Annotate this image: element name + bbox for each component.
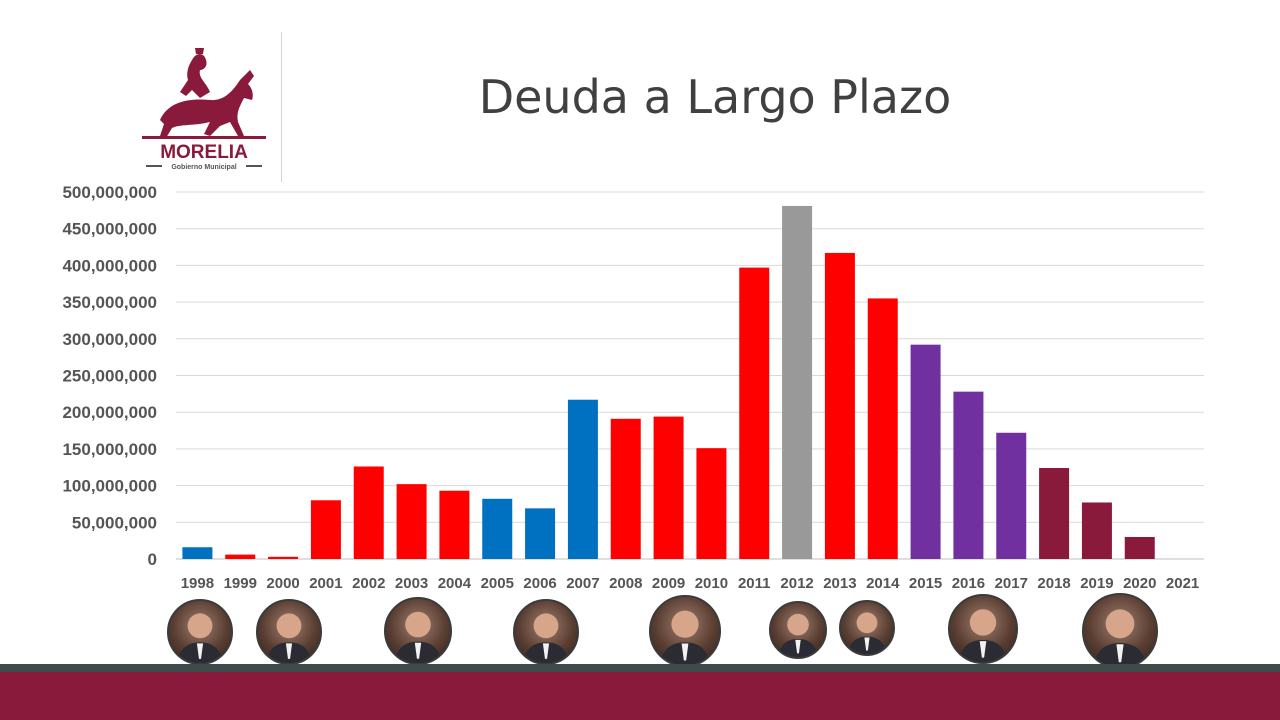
x-tick-label-2012: 2012 xyxy=(780,575,813,592)
x-tick-label-2000: 2000 xyxy=(266,575,299,592)
bar-2001 xyxy=(310,500,341,559)
bar-2006 xyxy=(525,508,556,559)
mayor-portrait-icon xyxy=(513,599,579,665)
person-silhouette-icon xyxy=(1093,609,1147,667)
person-silhouette-icon xyxy=(778,613,818,657)
x-tick-label-2017: 2017 xyxy=(995,575,1028,592)
bar-1999 xyxy=(225,554,256,559)
bar-2008 xyxy=(610,418,641,559)
x-tick-label-2010: 2010 xyxy=(695,575,728,592)
morelia-logo: MORELIA Gobierno Municipal xyxy=(140,40,268,175)
logo-subtitle: Gobierno Municipal xyxy=(171,164,236,171)
person-silhouette-icon xyxy=(394,611,442,663)
footer-band xyxy=(0,672,1280,720)
person-silhouette-icon xyxy=(266,613,312,663)
bar-2003 xyxy=(396,484,427,559)
y-axis-ticks: 0 50,000,000 100,000,000 150,000,000 200,000… xyxy=(62,183,157,569)
bar-2009 xyxy=(653,416,684,559)
y-tick-label: 150,000,000 xyxy=(62,440,157,459)
mayor-portrait-icon xyxy=(167,599,233,665)
debt-bar-chart: 0 50,000,000 100,000,000 150,000,000 200,000… xyxy=(62,183,1204,592)
x-tick-label-2001: 2001 xyxy=(309,575,342,592)
x-tick-label-2014: 2014 xyxy=(866,575,900,592)
mayor-portrait-icon xyxy=(839,600,895,656)
bar-2017 xyxy=(996,432,1027,559)
person-silhouette-icon xyxy=(958,609,1008,662)
page-title: Deuda a Largo Plazo xyxy=(478,70,952,124)
bar-2000 xyxy=(268,556,299,559)
person-silhouette-icon xyxy=(847,612,887,654)
person-silhouette-icon xyxy=(660,610,710,665)
x-tick-label-2011: 2011 xyxy=(738,575,771,592)
x-tick-label-2013: 2013 xyxy=(823,575,856,592)
bar-2016 xyxy=(953,391,984,559)
x-tick-label-2007: 2007 xyxy=(566,575,599,592)
x-tick-label-2006: 2006 xyxy=(523,575,556,592)
grid-lines xyxy=(176,191,1204,560)
x-tick-label-2015: 2015 xyxy=(909,575,942,592)
logo-divider xyxy=(281,32,282,182)
bar-2014 xyxy=(867,298,898,559)
x-tick-label-2005: 2005 xyxy=(481,575,514,592)
x-tick-label-2021: 2021 xyxy=(1166,575,1199,592)
x-tick-label-2002: 2002 xyxy=(352,575,385,592)
mayor-portrait-icon xyxy=(384,597,452,665)
bar-2015 xyxy=(910,344,941,559)
x-tick-label-2018: 2018 xyxy=(1037,575,1070,592)
mayor-portrait-icon xyxy=(1082,593,1158,669)
logo-name: MORELIA xyxy=(160,142,248,163)
y-tick-label: 50,000,000 xyxy=(72,513,157,532)
bar-2002 xyxy=(353,466,384,559)
bar-2007 xyxy=(567,399,598,559)
x-tick-label-2003: 2003 xyxy=(395,575,428,592)
y-tick-label: 500,000,000 xyxy=(62,183,157,202)
x-tick-label-2009: 2009 xyxy=(652,575,685,592)
mayor-portrait-icon xyxy=(649,595,721,667)
y-tick-label: 450,000,000 xyxy=(62,220,157,239)
y-tick-label: 400,000,000 xyxy=(62,256,157,275)
bar-2010 xyxy=(696,448,727,559)
y-tick-label: 0 xyxy=(148,550,157,569)
mayor-portrait-icon xyxy=(948,594,1018,664)
person-silhouette-icon xyxy=(177,613,223,663)
bar-2018 xyxy=(1039,467,1070,559)
x-tick-label-1999: 1999 xyxy=(224,575,257,592)
x-tick-label-2020: 2020 xyxy=(1123,575,1156,592)
bar-2020 xyxy=(1124,536,1155,559)
bar-2004 xyxy=(439,490,470,559)
footer-stripe xyxy=(0,664,1280,672)
x-tick-label-2004: 2004 xyxy=(438,575,472,592)
y-tick-label: 350,000,000 xyxy=(62,293,157,312)
y-tick-label: 300,000,000 xyxy=(62,330,157,349)
y-tick-label: 200,000,000 xyxy=(62,403,157,422)
mayor-portrait-icon xyxy=(769,601,827,659)
x-tick-label-2019: 2019 xyxy=(1080,575,1113,592)
bar-1998 xyxy=(182,547,213,559)
bar-2019 xyxy=(1081,502,1112,559)
x-tick-label-1998: 1998 xyxy=(181,575,214,592)
x-axis-ticks: 1998 1999 2000 2001 2002 2003 2004 2005 2006 2007… xyxy=(181,575,1200,592)
bar-2012 xyxy=(782,205,813,560)
x-tick-label-2008: 2008 xyxy=(609,575,642,592)
bar-2013 xyxy=(824,252,855,559)
y-tick-label: 250,000,000 xyxy=(62,367,157,386)
person-silhouette-icon xyxy=(523,613,569,663)
x-tick-label-2016: 2016 xyxy=(952,575,985,592)
y-tick-label: 100,000,000 xyxy=(62,477,157,496)
mayor-portrait-icon xyxy=(256,599,322,665)
bar-2005 xyxy=(482,498,513,559)
horse-rider-emblem-icon: MORELIA Gobierno Municipal xyxy=(142,48,266,171)
bar-2011 xyxy=(739,267,770,559)
bars xyxy=(182,205,1155,560)
